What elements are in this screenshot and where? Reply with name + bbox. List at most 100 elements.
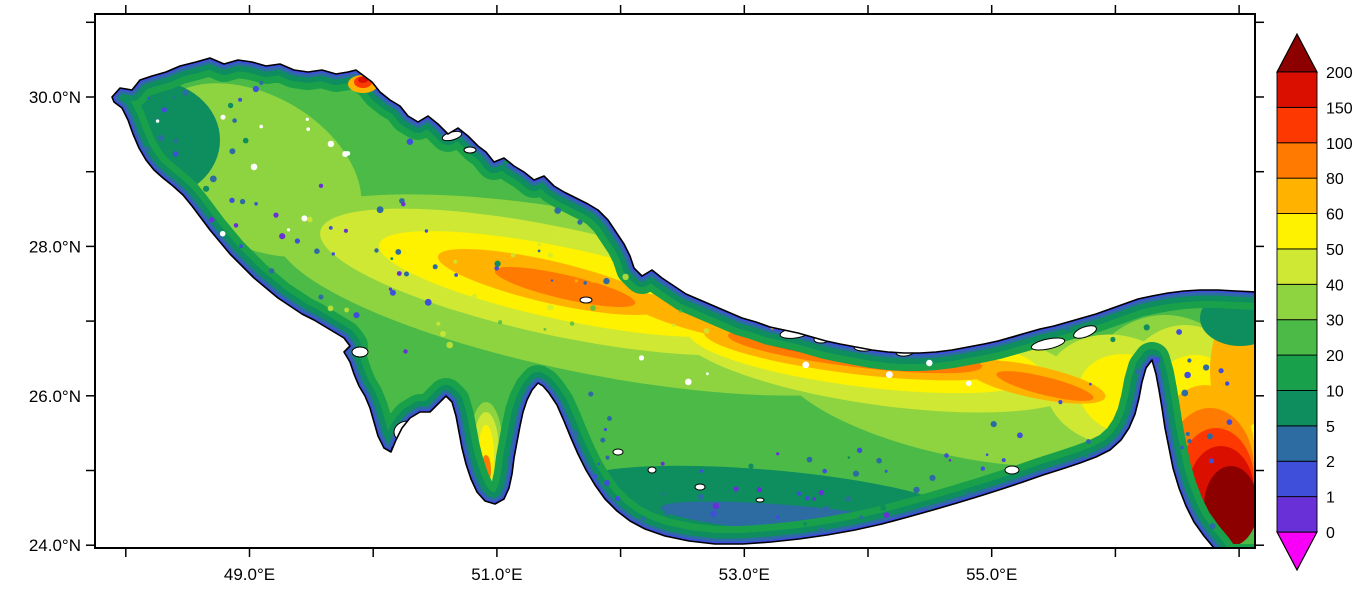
speckle-dot [1110, 336, 1116, 343]
speckle-dot [318, 183, 324, 188]
speckle-dot [219, 230, 226, 237]
speckle-dot [1134, 369, 1140, 375]
speckle-dot [640, 516, 646, 522]
speckle-dot [209, 217, 215, 223]
speckle-dot [286, 228, 291, 232]
speckle-dot [301, 215, 308, 222]
speckle-dot [603, 277, 610, 285]
speckle-dot [305, 117, 309, 121]
depth-region [996, 371, 1094, 401]
speckle-dot [1187, 358, 1192, 363]
island-shape [612, 448, 624, 456]
speckle-dot [242, 137, 249, 144]
speckle-dot [633, 271, 638, 277]
speckle-dot [172, 151, 179, 157]
speckle-dot [607, 416, 612, 421]
speckle-dot [1153, 356, 1161, 364]
speckle-dot [775, 514, 780, 520]
speckle-dot [574, 279, 578, 283]
colorbar-label: 50 [1326, 242, 1344, 259]
speckle-dot [600, 196, 608, 204]
colorbar-band [1276, 496, 1318, 533]
speckle-dot [660, 461, 665, 466]
speckle-dot [273, 212, 279, 218]
island-shape [647, 466, 657, 474]
speckle-dot [259, 80, 264, 85]
speckle-dot [537, 242, 541, 247]
colorbar-label: 150 [1326, 100, 1353, 117]
speckle-dot [1017, 432, 1023, 439]
speckle-dot [306, 127, 311, 131]
speckle-dot [883, 512, 890, 518]
speckle-dot [510, 138, 515, 142]
speckle-dot [379, 237, 383, 240]
speckle-dot [733, 486, 739, 492]
speckle-dot [1163, 470, 1169, 476]
colorbar-band [1276, 248, 1318, 285]
speckle-dot [239, 244, 244, 249]
speckle-dot [1166, 481, 1172, 487]
speckle-dot [318, 294, 324, 300]
speckle-dot [805, 496, 810, 501]
coastline [111, 57, 1255, 548]
speckle-dot [454, 273, 458, 277]
speckle-dot [876, 457, 882, 464]
speckle-dot [252, 85, 259, 93]
speckle-dot [154, 217, 161, 224]
speckle-dot [966, 491, 971, 495]
speckle-dot [494, 260, 501, 267]
speckle-dot [899, 345, 902, 348]
speckle-dot [331, 252, 335, 256]
speckle-dot [588, 515, 593, 521]
speckle-dot [117, 202, 123, 209]
speckle-dot [616, 197, 622, 202]
speckle-dot [439, 229, 442, 233]
speckle-dot [1208, 458, 1214, 464]
speckle-dot [432, 264, 438, 270]
speckle-dot [314, 248, 320, 254]
speckle-dot [886, 371, 893, 379]
speckle-dot [678, 309, 683, 313]
speckle-dot [794, 206, 802, 213]
speckle-dot [389, 289, 396, 296]
colorbar-band [1276, 319, 1318, 356]
speckle-dot [803, 473, 806, 477]
speckle-dot [1226, 419, 1233, 425]
speckle-dot [196, 298, 200, 302]
depth-shading-layer [112, 58, 1255, 548]
colorbar-over-arrow [1276, 32, 1318, 73]
colorbar-under-arrow [1276, 531, 1318, 572]
speckle-dot [421, 223, 426, 228]
speckle-dot [225, 252, 229, 256]
speckle-dot [183, 248, 187, 251]
speckle-dot [818, 330, 823, 335]
speckle-dot [543, 327, 547, 331]
speckle-dot [529, 130, 535, 136]
island-shape [415, 438, 437, 466]
speckle-dot [1011, 331, 1014, 335]
speckle-dot [1154, 423, 1159, 428]
y-axis-label: 24.0°N [29, 536, 81, 555]
plot-frame [94, 13, 1256, 549]
speckle-dot [446, 341, 454, 349]
speckle-dot [272, 357, 279, 363]
speckle-dot [817, 306, 820, 309]
speckle-dot [554, 207, 561, 214]
speckle-dot [575, 460, 579, 464]
speckle-dot [743, 236, 746, 240]
speckle-dot [345, 151, 351, 156]
speckle-dot [1085, 454, 1089, 459]
speckle-dot [173, 96, 177, 99]
speckle-dot [250, 163, 258, 171]
speckle-dot [1180, 445, 1184, 450]
speckle-dot [396, 271, 402, 276]
speckle-dot [985, 453, 989, 457]
speckle-dot [966, 380, 972, 387]
speckle-dot [1185, 532, 1192, 539]
colorbar-band [1276, 390, 1318, 427]
speckle-dot [823, 505, 830, 512]
speckle-dot [284, 358, 291, 365]
speckle-dot [537, 249, 541, 253]
speckle-dot [510, 252, 516, 258]
